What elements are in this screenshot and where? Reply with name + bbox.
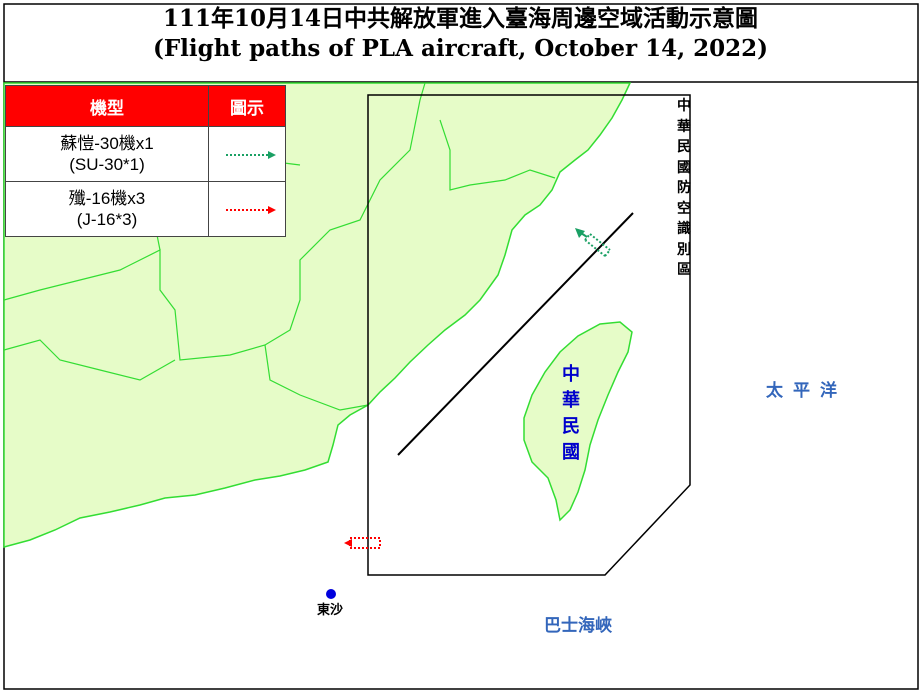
- median-line: [397, 212, 634, 456]
- bashi-label: 巴士海峽: [544, 616, 612, 636]
- legend-j16-zh: 殲-16機x3: [68, 189, 146, 208]
- adiz-boundary: [367, 94, 691, 576]
- legend-header-type: 機型: [5, 85, 209, 127]
- su30-flight-path: [575, 228, 611, 257]
- legend-j16-en: (J-16*3): [76, 210, 138, 229]
- green-arrow-icon: [226, 151, 276, 160]
- title-en: (Flight paths of PLA aircraft, October 1…: [152, 35, 769, 62]
- legend-header-symbol: 圖示: [208, 85, 286, 127]
- map-title: 111年10月14日中共解放軍進入臺海周邊空域活動示意圖 (Flight pat…: [4, 4, 917, 64]
- red-arrow-icon: [226, 206, 276, 215]
- adiz-label: 中華民國防空識別區: [677, 98, 691, 278]
- legend-table: 機型 圖示 蘇愷-30機x1 (SU-30*1) 殲-16機x3 (J-16*3): [5, 85, 286, 237]
- legend-row-su30: 蘇愷-30機x1 (SU-30*1): [5, 126, 286, 182]
- legend-su30-en: (SU-30*1): [69, 155, 145, 174]
- j16-flight-path: [344, 537, 381, 549]
- dongsha-label: 東沙: [317, 603, 344, 618]
- legend-row-j16: 殲-16機x3 (J-16*3): [5, 181, 286, 237]
- legend-su30-zh: 蘇愷-30機x1: [60, 134, 154, 153]
- dongsha-marker: [326, 589, 336, 599]
- taiwan-label: 中華民國: [562, 364, 580, 463]
- pacific-label: 太平洋: [766, 381, 847, 401]
- taiwan-island: [523, 321, 633, 522]
- title-zh: 111年10月14日中共解放軍進入臺海周邊空域活動示意圖: [162, 5, 759, 32]
